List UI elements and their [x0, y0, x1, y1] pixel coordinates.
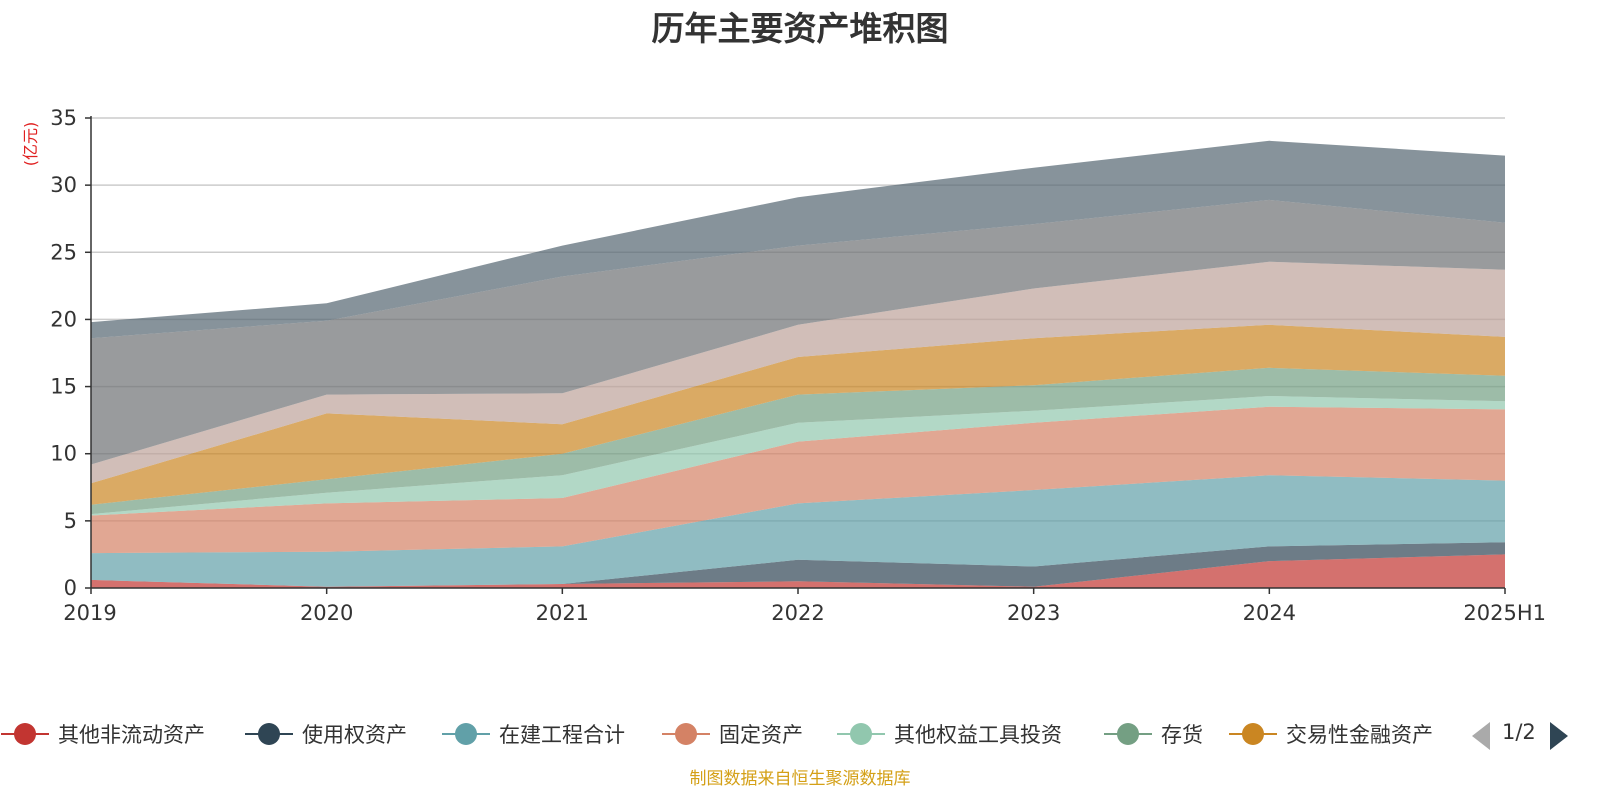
area-series-1[interactable]: [91, 554, 1505, 588]
y-tick-label: 25: [50, 240, 77, 264]
x-tick-label: 2022: [771, 601, 824, 625]
y-tick-label: 30: [50, 173, 77, 197]
legend-item[interactable]: 存货: [1103, 714, 1203, 754]
area-series-4[interactable]: [91, 406, 1505, 554]
legend-item[interactable]: 使用权资产: [244, 714, 407, 754]
legend-label: 固定资产: [719, 723, 803, 747]
chart-title: 历年主要资产堆积图: [651, 9, 949, 48]
x-tick-label: 2020: [300, 601, 353, 625]
y-tick-label: 5: [64, 509, 77, 533]
axes: 0 5 10 15 20 25 30 35 2019 2020 2021 2022 2023 2024 20…: [50, 106, 1546, 625]
legend-label: 其他非流动资产: [58, 723, 205, 747]
legend-label: 使用权资产: [302, 723, 407, 747]
legend-marker-icon: [441, 714, 491, 754]
area-series-2[interactable]: [91, 542, 1505, 587]
legend-label: 交易性金融资产: [1286, 723, 1433, 747]
data-source-note: 制图数据来自恒生聚源数据库: [689, 769, 911, 789]
legend-pager: 1/2: [1470, 718, 1600, 752]
area-series-3[interactable]: [91, 475, 1505, 587]
x-tick-label: 2025H1: [1463, 601, 1546, 625]
legend-label: 存货: [1161, 723, 1203, 747]
legend-item[interactable]: 其他权益工具投资: [836, 714, 1062, 754]
x-tick-label: 2021: [536, 601, 589, 625]
area-series-10[interactable]: [91, 140, 1505, 339]
x-tick-label: 2019: [63, 601, 116, 625]
area-series: [91, 140, 1505, 588]
area-series-7[interactable]: [91, 324, 1505, 505]
area-series-6[interactable]: [91, 367, 1505, 515]
legend-label: 其他权益工具投资: [894, 723, 1062, 747]
legend-page-indicator: 1/2: [1502, 720, 1536, 744]
legend: 其他非流动资产 使用权资产 在建工程合计 固定资产 其他权益工具投资 存货 交易性金融资产: [0, 714, 1600, 754]
stacked-area-chart: 0 5 10 15 20 25 30 35 2019 2020 2021 2022 2023 2024 20…: [21, 106, 1546, 625]
legend-item[interactable]: 其他非流动资产: [0, 714, 205, 754]
legend-marker-icon: [661, 714, 711, 754]
legend-marker-icon: [0, 714, 50, 754]
y-tick-label: 35: [50, 106, 77, 130]
y-tick-label: 10: [50, 442, 77, 466]
legend-prev-page-button[interactable]: [1472, 722, 1490, 750]
y-tick-label: 20: [50, 307, 77, 331]
y-tick-label: 0: [64, 576, 77, 600]
x-tick-label: 2024: [1243, 601, 1296, 625]
legend-next-page-button[interactable]: [1550, 722, 1568, 750]
area-series-5[interactable]: [91, 396, 1505, 516]
y-axis-unit-label: (亿元): [21, 122, 40, 167]
legend-item[interactable]: 在建工程合计: [441, 714, 625, 754]
legend-item[interactable]: 固定资产: [661, 714, 803, 754]
legend-marker-icon: [1103, 714, 1153, 754]
x-tick-label: 2023: [1007, 601, 1060, 625]
legend-marker-icon: [1228, 714, 1278, 754]
area-series-9[interactable]: [91, 199, 1505, 465]
legend-label: 在建工程合计: [499, 723, 625, 747]
y-tick-label: 15: [50, 375, 77, 399]
legend-item[interactable]: 交易性金融资产: [1228, 714, 1433, 754]
legend-marker-icon: [836, 714, 886, 754]
legend-marker-icon: [244, 714, 294, 754]
area-series-8[interactable]: [91, 261, 1505, 484]
